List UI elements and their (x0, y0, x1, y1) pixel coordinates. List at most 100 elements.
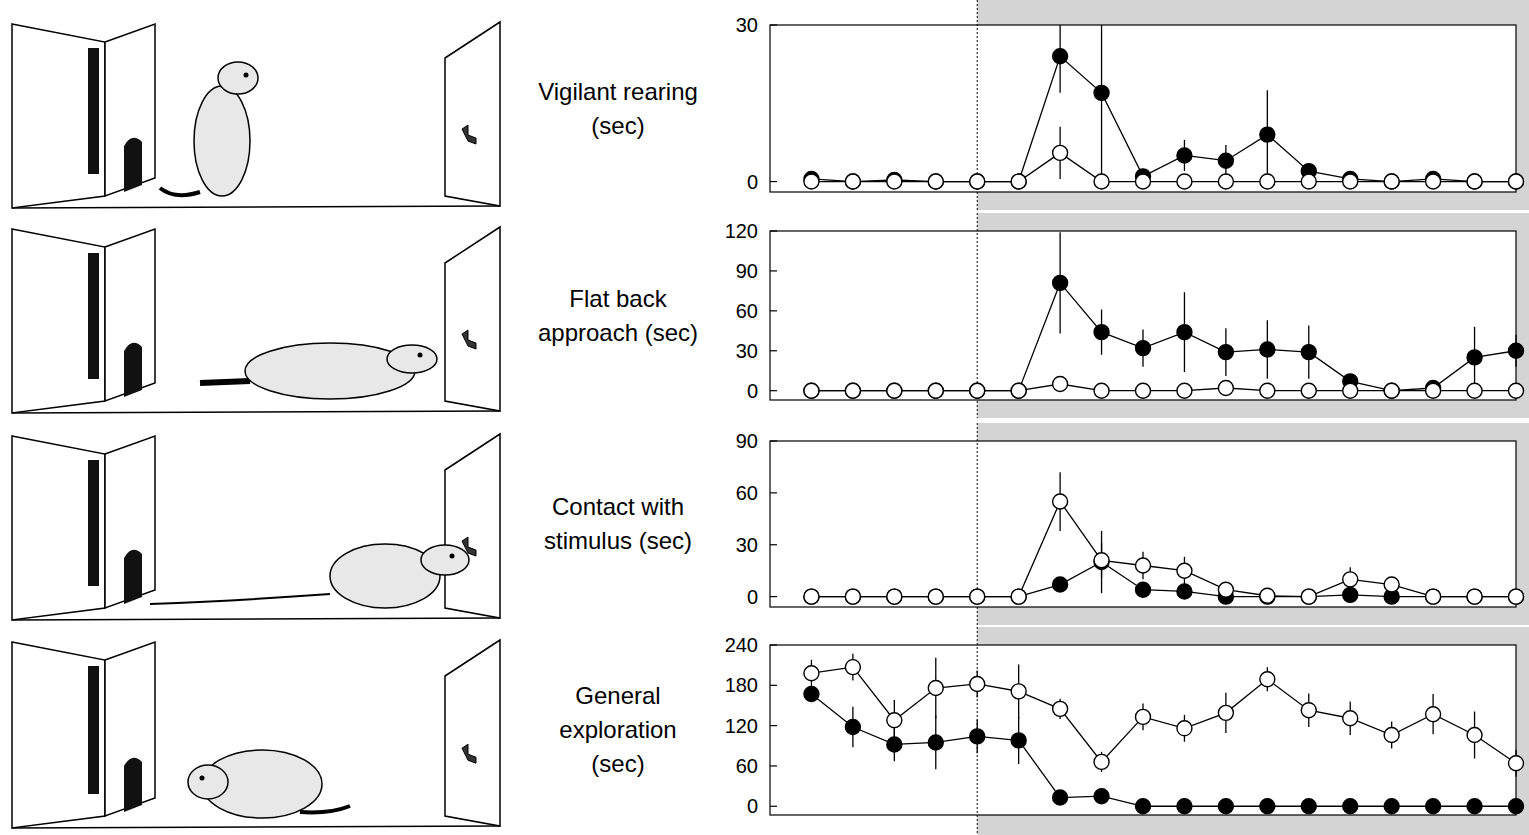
data-point (804, 666, 819, 681)
arena-left-wall (12, 642, 105, 828)
data-point (1136, 799, 1151, 814)
data-point (1053, 145, 1068, 160)
arena-stimulus (462, 330, 476, 349)
data-point (970, 383, 985, 398)
data-point (928, 174, 943, 189)
series-line (811, 153, 1516, 182)
data-point (1301, 799, 1316, 814)
data-point (1384, 174, 1399, 189)
data-point (1053, 275, 1068, 290)
data-point (1260, 588, 1275, 603)
arena-divider (105, 436, 155, 608)
data-point (887, 589, 902, 604)
y-tick-label: 180 (725, 674, 758, 696)
data-point (1426, 799, 1441, 814)
y-tick-label: 0 (747, 171, 758, 193)
data-point (1467, 589, 1482, 604)
data-point (845, 660, 860, 675)
data-point (928, 589, 943, 604)
arena-divider (105, 24, 155, 196)
data-point (1343, 174, 1358, 189)
series-line (811, 562, 1516, 597)
y-axis-title-line: (sec) (591, 112, 644, 139)
data-point (1177, 148, 1192, 163)
rat-tail (160, 188, 200, 195)
data-point (1384, 174, 1399, 189)
data-point (1384, 728, 1399, 743)
data-point (1177, 721, 1192, 736)
data-point (804, 174, 819, 189)
data-point (970, 383, 985, 398)
series-line (811, 283, 1516, 391)
arena-door (124, 343, 142, 397)
y-axis-title-line: (sec) (591, 750, 644, 777)
data-point (845, 174, 860, 189)
y-tick (770, 24, 777, 25)
data-point (1301, 383, 1316, 398)
y-axis-title-line: General (575, 682, 660, 709)
arena-floor (12, 618, 500, 620)
data-point (804, 687, 819, 702)
y-axis-title-line: exploration (559, 716, 676, 743)
data-point (887, 713, 902, 728)
series-line (811, 384, 1516, 391)
data-point (1177, 563, 1192, 578)
y-tick-label: 30 (736, 14, 758, 36)
y-tick-label: 60 (736, 482, 758, 504)
data-point (1260, 672, 1275, 687)
data-point (1053, 494, 1068, 509)
data-point (1094, 754, 1109, 769)
plot-frame (770, 645, 1516, 815)
data-point (970, 174, 985, 189)
arena-stimulus (462, 744, 476, 763)
data-point (1426, 174, 1441, 189)
data-point (928, 383, 943, 398)
plot-frame (770, 441, 1516, 607)
data-point (1343, 587, 1358, 602)
data-point (1301, 345, 1316, 360)
data-point (1177, 799, 1192, 814)
data-point (1509, 589, 1524, 604)
arena-slit (88, 666, 99, 794)
arena-stimulus (462, 125, 476, 144)
data-point (887, 737, 902, 752)
data-point (804, 383, 819, 398)
arena-door (124, 550, 142, 604)
data-point (1384, 577, 1399, 592)
arena-illustration (12, 22, 500, 208)
rat-head (421, 545, 469, 575)
arena-divider (105, 229, 155, 401)
data-point (887, 383, 902, 398)
arena-right-wall (445, 227, 500, 411)
data-point (1053, 49, 1068, 64)
data-point (970, 589, 985, 604)
data-point (1509, 174, 1524, 189)
data-point (1301, 589, 1316, 604)
y-tick (770, 270, 777, 271)
data-point (1053, 377, 1068, 392)
y-tick-label: 30 (736, 340, 758, 362)
data-point (1260, 174, 1275, 189)
arena-right-wall (445, 22, 500, 206)
y-axis-title: General exploration (sec) (559, 682, 676, 777)
data-point (1136, 582, 1151, 597)
y-tick-label: 90 (736, 260, 758, 282)
data-point (928, 589, 943, 604)
y-tick (770, 350, 777, 351)
data-point (845, 719, 860, 734)
y-tick (770, 685, 777, 686)
arena-door (124, 138, 142, 192)
data-point (1426, 383, 1441, 398)
y-tick-label: 0 (747, 586, 758, 608)
figure: 030Vigilant rearing(sec)0306090120Flat b… (0, 0, 1529, 835)
y-axis-title-line: Vigilant rearing (538, 78, 698, 105)
data-point (1509, 343, 1524, 358)
data-point (1384, 383, 1399, 398)
data-point (1218, 153, 1233, 168)
data-point (887, 383, 902, 398)
data-point (1343, 572, 1358, 587)
data-point (1467, 799, 1482, 814)
plot-frame (770, 231, 1516, 400)
data-point (1011, 174, 1026, 189)
y-tick-label: 240 (725, 634, 758, 656)
